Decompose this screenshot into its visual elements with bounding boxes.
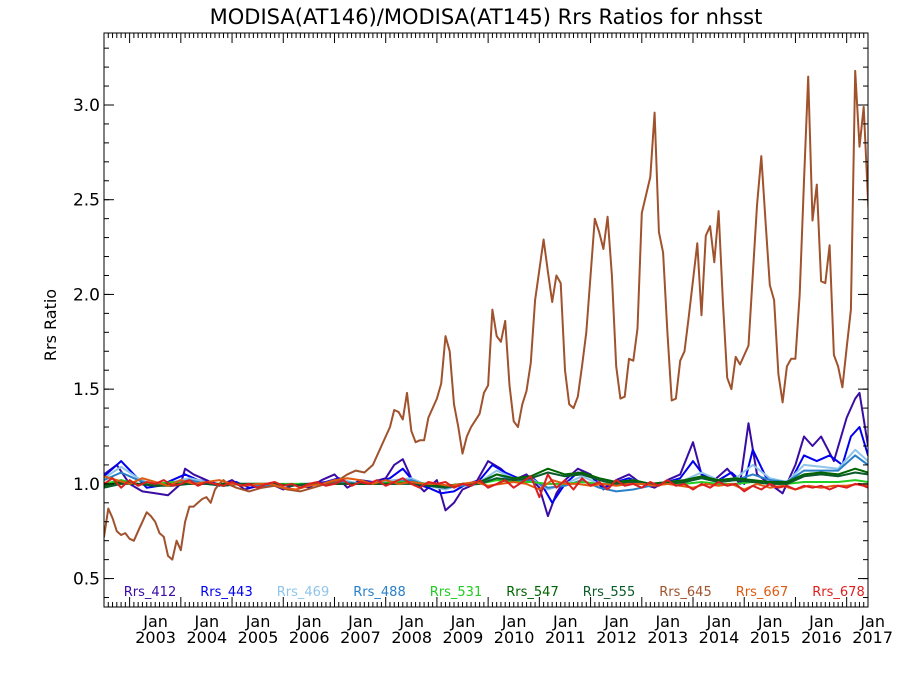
- x-tick-month-label: Jan: [142, 612, 168, 631]
- y-tick-label: 1.5: [73, 380, 100, 400]
- legend-item-rrs-443: Rrs_443: [200, 585, 252, 600]
- axes-layer: [103, 32, 869, 608]
- y-tick-label: 2.0: [73, 285, 100, 305]
- x-tick-year-label: 2011: [545, 628, 586, 647]
- x-tick-month-label: Jan: [654, 612, 680, 631]
- x-tick-month-label: Jan: [296, 612, 322, 631]
- y-tick-label: 0.5: [73, 570, 100, 590]
- x-tick-year-label: 2017: [852, 628, 893, 647]
- x-tick-year-label: 2008: [391, 628, 432, 647]
- legend-item-rrs-645: Rrs_645: [659, 585, 711, 600]
- x-tick-year-label: 2005: [238, 628, 279, 647]
- legend-item-rrs-547: Rrs_547: [506, 585, 558, 600]
- x-tick-month-label: Jan: [398, 612, 424, 631]
- series-line-rrs-678: [104, 473, 868, 499]
- x-tick-year-label: 2013: [647, 628, 688, 647]
- x-tick-month-label: Jan: [552, 612, 578, 631]
- x-tick-year-label: 2007: [340, 628, 381, 647]
- series-line-rrs-645: [104, 69, 868, 561]
- legend-item-rrs-412: Rrs_412: [124, 585, 176, 600]
- y-tick-label: 2.5: [73, 191, 100, 211]
- series-line-rrs-412: [104, 391, 868, 518]
- x-tick-year-label: 2015: [750, 628, 791, 647]
- legend: Rrs_412 Rrs_443 Rrs_469 Rrs_488 Rrs_531 Rrs_5…: [124, 585, 865, 600]
- x-tick-month-label: Jan: [706, 612, 732, 631]
- x-tick-year-label: 2014: [699, 628, 740, 647]
- x-tick-month-label: Jan: [347, 612, 373, 631]
- x-tick-year-label: 2004: [186, 628, 227, 647]
- legend-item-rrs-488: Rrs_488: [353, 585, 405, 600]
- y-axis-label: Rrs Ratio: [41, 289, 60, 361]
- x-tick-year-label: 2016: [801, 628, 842, 647]
- legend-item-rrs-667: Rrs_667: [736, 585, 788, 600]
- series-layer: [104, 69, 868, 561]
- x-tick-month-label: Jan: [603, 612, 629, 631]
- x-tick-month-label: Jan: [193, 612, 219, 631]
- x-tick-month-label: Jan: [808, 612, 834, 631]
- x-tick-year-label: 2009: [443, 628, 484, 647]
- x-tick-year-label: 2010: [494, 628, 535, 647]
- ticks-layer: 0.51.01.52.02.53.0Jan2003Jan2004Jan2005J…: [73, 33, 893, 647]
- legend-item-rrs-531: Rrs_531: [430, 585, 482, 600]
- x-tick-month-label: Jan: [757, 612, 783, 631]
- chart-title: MODISA(AT146)/MODISA(AT145) Rrs Ratios f…: [210, 5, 763, 29]
- plot-frame: [103, 32, 869, 608]
- series-line-rrs-667: [104, 475, 868, 491]
- legend-item-rrs-555: Rrs_555: [583, 585, 635, 600]
- y-tick-label: 3.0: [73, 96, 100, 116]
- x-tick-month-label: Jan: [859, 612, 885, 631]
- x-tick-month-label: Jan: [245, 612, 271, 631]
- x-tick-year-label: 2006: [289, 628, 330, 647]
- legend-item-rrs-678: Rrs_678: [812, 585, 864, 600]
- x-tick-year-label: 2012: [596, 628, 637, 647]
- x-tick-month-label: Jan: [501, 612, 527, 631]
- y-tick-label: 1.0: [73, 475, 100, 495]
- x-tick-year-label: 2003: [135, 628, 176, 647]
- x-tick-month-label: Jan: [450, 612, 476, 631]
- legend-item-rrs-469: Rrs_469: [277, 585, 329, 600]
